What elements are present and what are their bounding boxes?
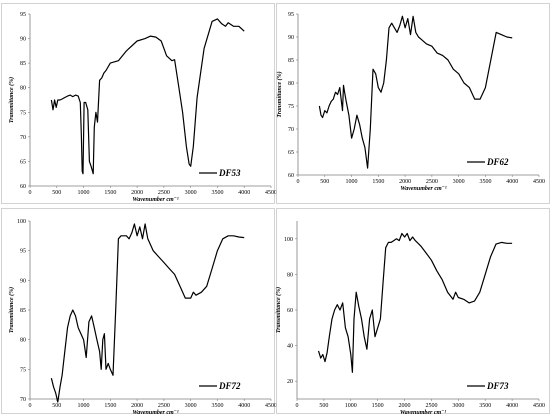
x-tick-label: 4000: [238, 190, 250, 196]
y-tick-label: 60: [288, 173, 294, 179]
x-tick-label: 3000: [453, 179, 465, 185]
x-axis-label: Wavenumber cm⁻¹: [400, 410, 447, 414]
x-tick-label: 500: [52, 403, 61, 409]
y-tick-label: 60: [20, 184, 26, 190]
x-tick-label: 2000: [399, 179, 411, 185]
x-tick-label: 4500: [533, 403, 545, 409]
series-line-1: [317, 232, 513, 373]
y-tick-label: 75: [288, 104, 294, 110]
y-tick-label: 70: [20, 135, 26, 141]
x-tick-label: 3500: [479, 403, 491, 409]
x-tick-label: 1500: [372, 403, 384, 409]
y-tick-label: 60: [287, 308, 293, 314]
y-tick-label: 90: [20, 37, 26, 43]
x-axis-label: Wavenumber cm⁻¹: [132, 410, 179, 414]
y-tick-label: 65: [20, 159, 26, 165]
x-tick-label: 3500: [479, 179, 491, 185]
chart-panel-2: 60 65 70 75 80 85 90 95 0 500 1000 1500 2000 2500 3000…: [276, 3, 550, 204]
y-tick-label: 95: [20, 249, 26, 255]
legend-label: DF73: [486, 381, 509, 391]
x-tick-label: 3500: [211, 403, 223, 409]
chart-panel-1: 60 65 70 75 80 85 90 95 0 500 1000 1500 2000 2500 3000…: [1, 3, 277, 204]
y-tick-label: 85: [20, 308, 26, 314]
x-tick-label: 2500: [426, 179, 438, 185]
x-tick-label: 4000: [506, 179, 518, 185]
series-line-1: [318, 15, 513, 169]
legend-label: DF62: [486, 157, 509, 167]
x-tick-label: 0: [296, 403, 299, 409]
y-tick-label: 100: [284, 237, 293, 243]
y-tick-label: 40: [287, 344, 293, 350]
y-tick-label: 75: [20, 367, 26, 373]
y-axis-label: Transmittance (%): [275, 287, 282, 333]
x-tick-label: 1500: [104, 190, 116, 196]
y-tick-label: 20: [287, 379, 293, 385]
x-tick-label: 2000: [131, 403, 143, 409]
x-tick-label: 500: [320, 179, 329, 185]
x-tick-label: 4500: [265, 403, 277, 409]
y-tick-label: 90: [20, 278, 26, 284]
panel-frame: [276, 3, 550, 204]
x-tick-label: 2000: [131, 190, 143, 196]
x-tick-label: 500: [52, 190, 61, 196]
legend-label: DF72: [218, 381, 241, 391]
series-line-1: [50, 18, 245, 175]
y-tick-label: 100: [17, 219, 26, 225]
y-tick-label: 75: [20, 110, 26, 116]
x-tick-label: 3000: [452, 403, 464, 409]
x-tick-label: 4500: [265, 190, 277, 196]
x-tick-label: 2500: [158, 403, 170, 409]
x-tick-label: 1000: [78, 190, 90, 196]
x-tick-label: 4500: [533, 179, 545, 185]
x-tick-label: 4000: [506, 403, 518, 409]
x-tick-label: 0: [29, 403, 32, 409]
y-tick-label: 80: [288, 81, 294, 87]
x-tick-label: 3000: [185, 403, 197, 409]
x-tick-label: 3000: [185, 190, 197, 196]
y-tick-label: 90: [288, 35, 294, 41]
x-tick-label: 4000: [238, 403, 250, 409]
y-tick-label: 70: [288, 127, 294, 133]
x-axis-label: Wavenumber cm⁻¹: [400, 186, 447, 192]
x-tick-label: 0: [29, 190, 32, 196]
x-tick-label: 1500: [104, 403, 116, 409]
panel-frame: [276, 208, 550, 414]
x-tick-label: 2500: [425, 403, 437, 409]
y-tick-label: 85: [288, 58, 294, 64]
y-tick-label: 80: [287, 272, 293, 278]
y-axis-label: Transmittance (%): [8, 287, 15, 333]
x-tick-label: 500: [319, 403, 328, 409]
x-tick-label: 2500: [158, 190, 170, 196]
x-tick-label: 1000: [78, 403, 90, 409]
panel-frame: [1, 3, 275, 204]
y-axis-label: Transmittance (%): [8, 77, 15, 123]
x-tick-label: 1500: [372, 179, 384, 185]
x-tick-label: 1000: [345, 403, 357, 409]
y-tick-label: 95: [20, 12, 26, 18]
y-tick-label: 65: [288, 150, 294, 156]
y-tick-label: 80: [20, 86, 26, 92]
legend-label: DF53: [218, 168, 241, 178]
series-line-1: [50, 223, 245, 403]
y-tick-label: 70: [20, 397, 26, 403]
y-tick-label: 80: [20, 338, 26, 344]
y-tick-label: 85: [20, 61, 26, 67]
x-tick-label: 0: [297, 179, 300, 185]
y-tick-label: 95: [288, 12, 294, 18]
x-tick-label: 2000: [399, 403, 411, 409]
x-tick-label: 3500: [211, 190, 223, 196]
y-axis-label: Transmittance (%): [276, 71, 283, 117]
x-tick-label: 1000: [346, 179, 358, 185]
x-axis-label: Wavenumber cm⁻¹: [132, 197, 179, 203]
